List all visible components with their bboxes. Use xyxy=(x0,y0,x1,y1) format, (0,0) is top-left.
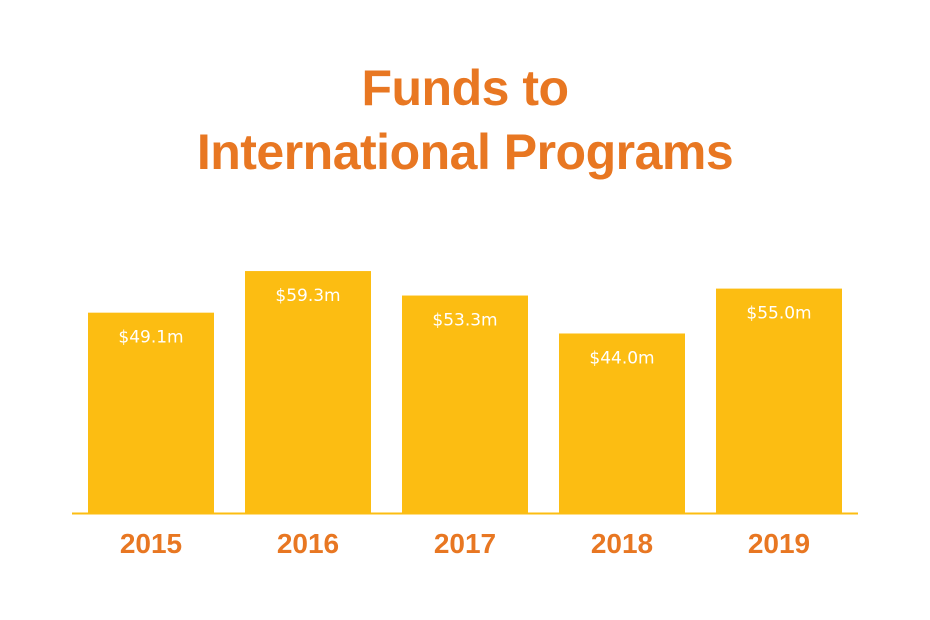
x-tick-label-2015: 2015 xyxy=(120,528,182,559)
bar-value-label-2016: $59.3m xyxy=(275,286,340,306)
bar-value-label-2017: $53.3m xyxy=(432,311,497,331)
bar-2015 xyxy=(88,312,214,513)
x-tick-label-2017: 2017 xyxy=(434,528,496,559)
bar-2018 xyxy=(559,333,685,513)
x-axis-ticks: 2015 2016 2017 2018 2019 xyxy=(120,528,810,559)
x-tick-label-2018: 2018 xyxy=(591,528,653,559)
chart-title: Funds to International Programs xyxy=(0,56,930,184)
bar-value-label-2015: $49.1m xyxy=(118,328,183,348)
bars-group: $49.1m $59.3m $53.3m $44.0m $55.0m xyxy=(88,271,842,513)
bar-2016 xyxy=(245,271,371,513)
x-tick-label-2019: 2019 xyxy=(748,528,810,559)
bar-value-label-2018: $44.0m xyxy=(589,348,654,368)
chart-title-line-1: Funds to xyxy=(361,60,569,116)
bar-value-label-2019: $55.0m xyxy=(746,304,811,324)
x-tick-label-2016: 2016 xyxy=(277,528,339,559)
bar-2017 xyxy=(402,295,528,513)
bar-2019 xyxy=(716,288,842,513)
chart-title-line-2: International Programs xyxy=(196,124,734,180)
